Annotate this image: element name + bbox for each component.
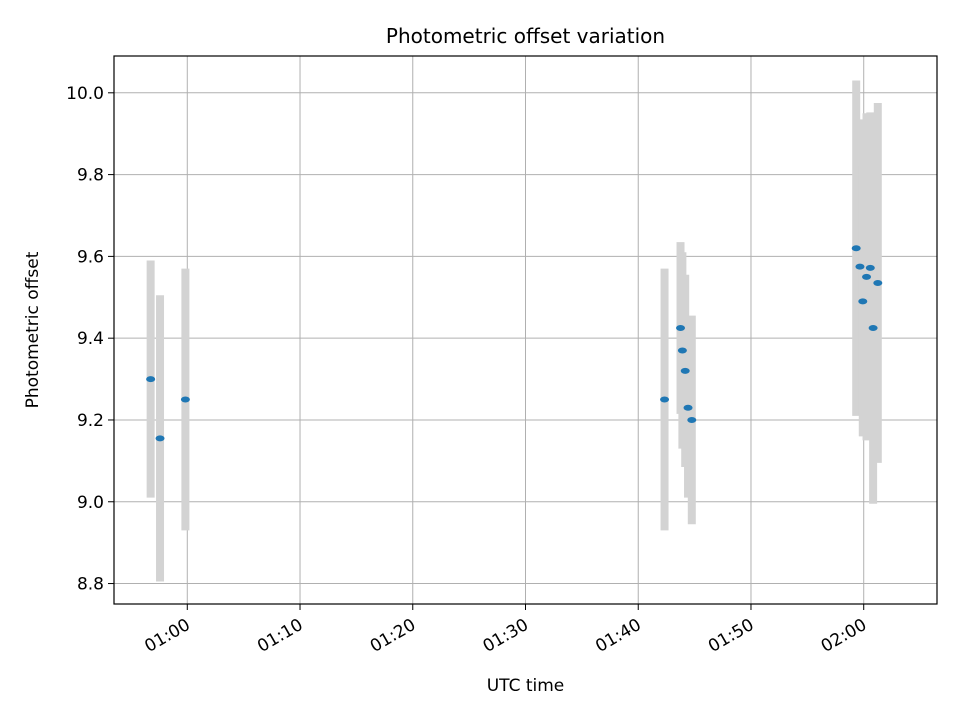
y-tick-label: 9.4 (77, 329, 104, 349)
data-point (680, 367, 690, 374)
data-point (855, 263, 865, 270)
data-point (862, 273, 872, 280)
data-point (677, 347, 687, 354)
data-point (873, 279, 883, 286)
data-points (146, 245, 883, 442)
data-point (683, 404, 693, 411)
data-point (687, 416, 697, 423)
data-point (858, 298, 868, 305)
y-axis: 8.8 9.0 9.2 9.4 9.6 9.8 10.0 (66, 84, 114, 595)
data-point (676, 324, 686, 331)
x-axis-label: UTC time (487, 676, 565, 696)
y-tick-label: 9.0 (77, 493, 104, 513)
data-point (155, 435, 165, 442)
y-axis-label: Photometric offset (23, 251, 43, 408)
chart-title: Photometric offset variation (386, 24, 665, 48)
y-tick-label: 9.8 (77, 166, 104, 186)
data-point (146, 376, 156, 383)
y-tick-label: 9.2 (77, 411, 104, 431)
y-tick-label: 10.0 (66, 84, 104, 104)
data-point (851, 245, 861, 252)
y-tick-label: 9.6 (77, 247, 104, 267)
data-point (180, 396, 190, 403)
data-point (868, 324, 878, 331)
data-point (865, 264, 875, 271)
data-point (660, 396, 670, 403)
grid (114, 56, 937, 604)
y-tick-label: 8.8 (77, 575, 104, 595)
